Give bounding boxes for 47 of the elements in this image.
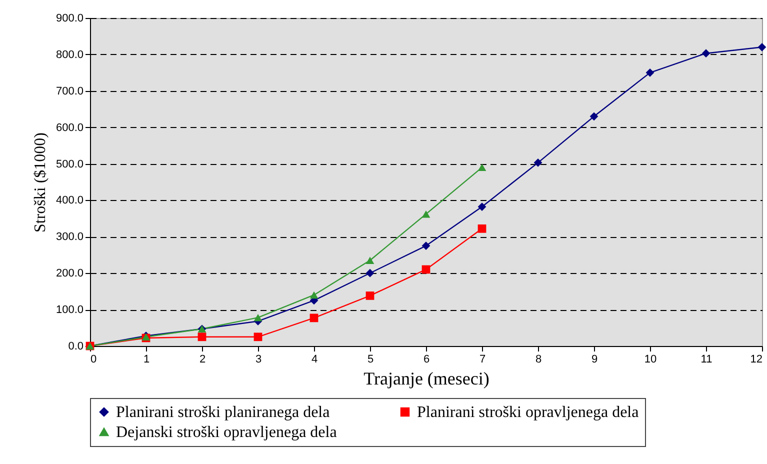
x-tick-label: 3 <box>255 354 262 366</box>
y-tick-label: 400.0 <box>56 194 84 207</box>
x-tick-label: 9 <box>591 354 598 366</box>
point <box>478 224 486 233</box>
point <box>758 42 766 52</box>
point <box>478 164 486 172</box>
y-axis-title: Stroški ($1000) <box>32 132 49 232</box>
legend-label: Dejanski stroški opravljenega dela <box>116 424 337 441</box>
x-axis-title: Trajanje (meseci) <box>364 368 490 388</box>
y-tick-label: 700.0 <box>56 85 84 98</box>
point <box>590 112 598 121</box>
y-tick-label: 900.0 <box>56 12 84 24</box>
point <box>646 68 654 77</box>
x-tick-label: 10 <box>644 354 657 366</box>
point <box>366 292 374 300</box>
point <box>702 49 710 58</box>
x-tick-label: 4 <box>311 354 318 366</box>
x-tick-label: 11 <box>700 354 712 366</box>
y-tick-label: 600.0 <box>56 122 84 134</box>
point <box>422 265 430 274</box>
y-tick-label: 300.0 <box>56 231 84 244</box>
x-tick-label: 12 <box>750 354 762 366</box>
point <box>366 268 374 278</box>
point <box>422 210 430 218</box>
y-tick-label: 200.0 <box>56 268 84 280</box>
y-tick-label: 0.0 <box>68 340 84 352</box>
point <box>198 332 206 342</box>
y-tick-label: 500.0 <box>56 158 84 170</box>
x-tick-label: 8 <box>535 354 542 366</box>
x-tick-label: 7 <box>479 354 486 366</box>
x-tick-label: 5 <box>367 354 374 366</box>
x-tick-label: 0 <box>90 354 97 366</box>
point <box>534 158 542 167</box>
point <box>478 202 486 211</box>
point <box>366 256 374 264</box>
point <box>254 314 262 322</box>
point <box>254 332 262 342</box>
legend-label: Planirani stroški planiranega dela <box>116 404 330 421</box>
y-tick-label: 800.0 <box>56 48 84 61</box>
x-tick-label: 1 <box>143 354 150 366</box>
point <box>310 314 318 322</box>
y-tick-label: 100.0 <box>56 304 84 316</box>
x-tick-label: 6 <box>423 354 430 366</box>
x-tick-label: 2 <box>199 354 206 366</box>
point <box>422 242 430 250</box>
point <box>310 291 318 299</box>
legend-label: Planirani stroški opravljenega dela <box>417 404 639 421</box>
